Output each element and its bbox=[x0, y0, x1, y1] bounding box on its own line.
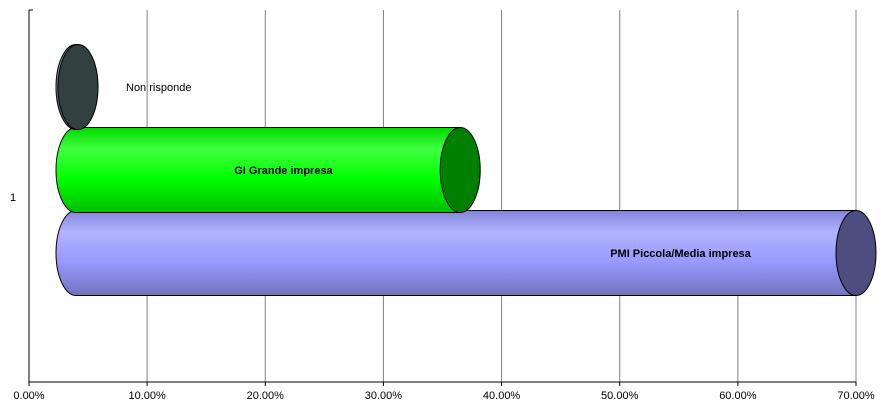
x-tick-label: 60.00% bbox=[719, 390, 757, 402]
x-tick-label: 0.00% bbox=[13, 390, 44, 402]
cylinder-end-cap bbox=[835, 210, 877, 296]
x-tick-label: 70.00% bbox=[837, 390, 875, 402]
cylinder-end-cap bbox=[57, 44, 99, 130]
cylinder-body bbox=[55, 127, 461, 213]
cylinder-bar: Non risponde bbox=[55, 44, 191, 130]
x-tick-label: 40.00% bbox=[483, 390, 521, 402]
x-tick-label: 50.00% bbox=[601, 390, 639, 402]
axes: 1 bbox=[10, 9, 857, 386]
bars: PMI Piccola/Media impresa GI Grande impre… bbox=[55, 44, 877, 296]
x-tick-label: 30.00% bbox=[365, 390, 403, 402]
y-category-label: 1 bbox=[10, 192, 16, 204]
bar-data-label: GI Grande impresa bbox=[234, 165, 333, 177]
cylinder-body bbox=[55, 210, 857, 296]
cylinder-bar: PMI Piccola/Media impresa bbox=[55, 210, 877, 296]
cylinder-end-cap bbox=[439, 127, 481, 213]
cylinder-bar: GI Grande impresa bbox=[55, 127, 481, 213]
x-tick-label: 10.00% bbox=[128, 390, 166, 402]
x-tick-label: 20.00% bbox=[247, 390, 285, 402]
bar-data-label: PMI Piccola/Media impresa bbox=[610, 248, 751, 260]
x-tick-labels: 0.00% 10.00% 20.00% 30.00% 40.00% 50.00% 60.00… bbox=[13, 390, 874, 402]
bar-data-label: Non risponde bbox=[126, 82, 191, 94]
